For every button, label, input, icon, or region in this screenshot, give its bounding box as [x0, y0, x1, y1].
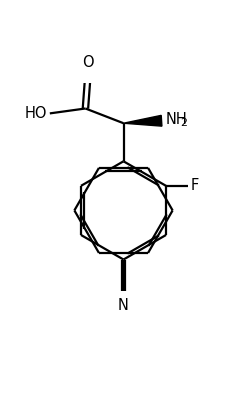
Polygon shape	[124, 115, 162, 126]
Text: NH: NH	[165, 112, 187, 127]
Text: F: F	[191, 178, 199, 193]
Text: HO: HO	[25, 106, 47, 121]
Text: N: N	[118, 298, 129, 313]
Text: O: O	[82, 55, 94, 70]
Text: 2: 2	[181, 118, 187, 128]
